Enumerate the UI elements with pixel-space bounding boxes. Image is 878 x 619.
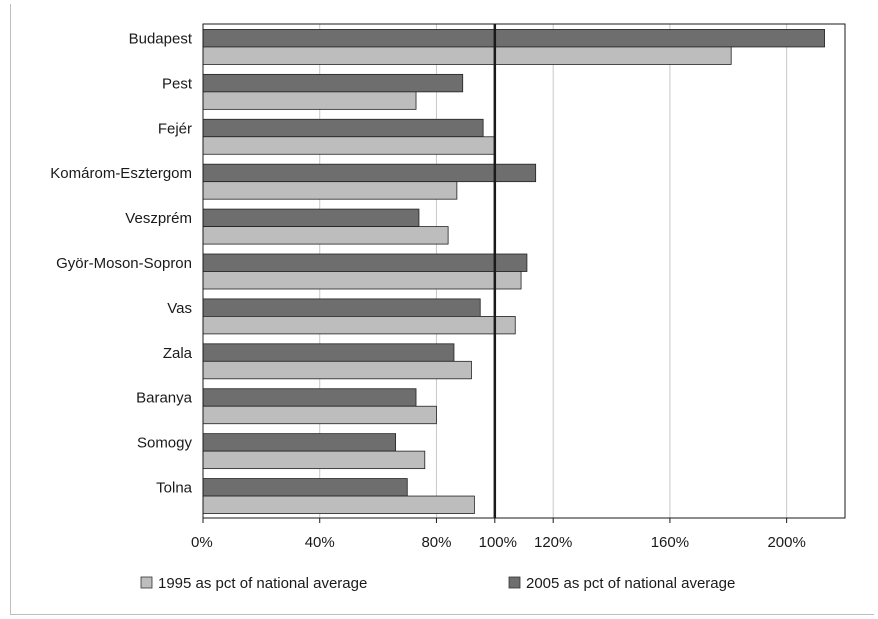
bar-1995 [202, 91, 417, 110]
category-labels: Budapest Pest Fejér Komárom-Esztergom Veszpr… [50, 30, 193, 496]
x-tick-label: 200% [767, 534, 805, 551]
x-tick-label: 40% [305, 534, 335, 551]
legend-swatch-1995 [140, 576, 153, 589]
bar-1995 [202, 46, 732, 65]
legend-swatch-2005 [508, 576, 521, 589]
bar-2005 [202, 253, 528, 272]
legend-label-1995: 1995 as pct of national average [158, 575, 367, 592]
category-label: Somogy [137, 435, 193, 452]
x-tick-label: 100% [479, 534, 517, 551]
bar-1995 [202, 450, 426, 470]
bar-1995 [202, 405, 437, 425]
legend-label-2005: 2005 as pct of national average [526, 575, 735, 592]
bar-2005 [202, 208, 420, 227]
bar-2005 [202, 29, 825, 48]
x-tick-label: 80% [421, 534, 451, 551]
category-label: Baranya [136, 390, 193, 407]
x-tick-label: 0% [191, 534, 213, 551]
bar-2005 [202, 433, 397, 452]
bar-2005 [202, 478, 408, 497]
bar-1995 [202, 360, 472, 380]
bar-2005 [202, 388, 417, 407]
chart-frame [10, 4, 874, 615]
bar-2005 [202, 298, 481, 317]
bar-1995 [202, 226, 449, 245]
bar-1995 [202, 181, 458, 200]
bar-1995 [202, 316, 516, 335]
bar-2005 [202, 343, 455, 362]
category-label: Pest [162, 75, 193, 92]
bar-1995 [202, 136, 496, 155]
bar-1995 [202, 495, 475, 514]
legend: 1995 as pct of national average 2005 as … [140, 575, 735, 592]
plot-border [202, 23, 846, 519]
category-label: Zala [163, 345, 193, 362]
x-axis-ticks: 0% 40% 80% 100% 120% 160% 200% [191, 518, 806, 551]
category-label: Veszprém [125, 210, 192, 227]
category-label: Fejér [158, 120, 192, 137]
bar-2005 [202, 73, 464, 93]
bar-1995 [202, 271, 522, 290]
x-tick-label: 160% [651, 534, 689, 551]
category-label: Györ-Moson-Sopron [56, 255, 192, 272]
bars [202, 29, 825, 514]
category-label: Budapest [129, 30, 193, 47]
x-tick-label: 120% [534, 534, 572, 551]
category-label: Komárom-Esztergom [50, 165, 192, 182]
bar-2005 [202, 118, 484, 138]
category-label: Tolna [156, 480, 193, 497]
category-label: Vas [167, 300, 192, 317]
bar-2005 [202, 163, 537, 183]
